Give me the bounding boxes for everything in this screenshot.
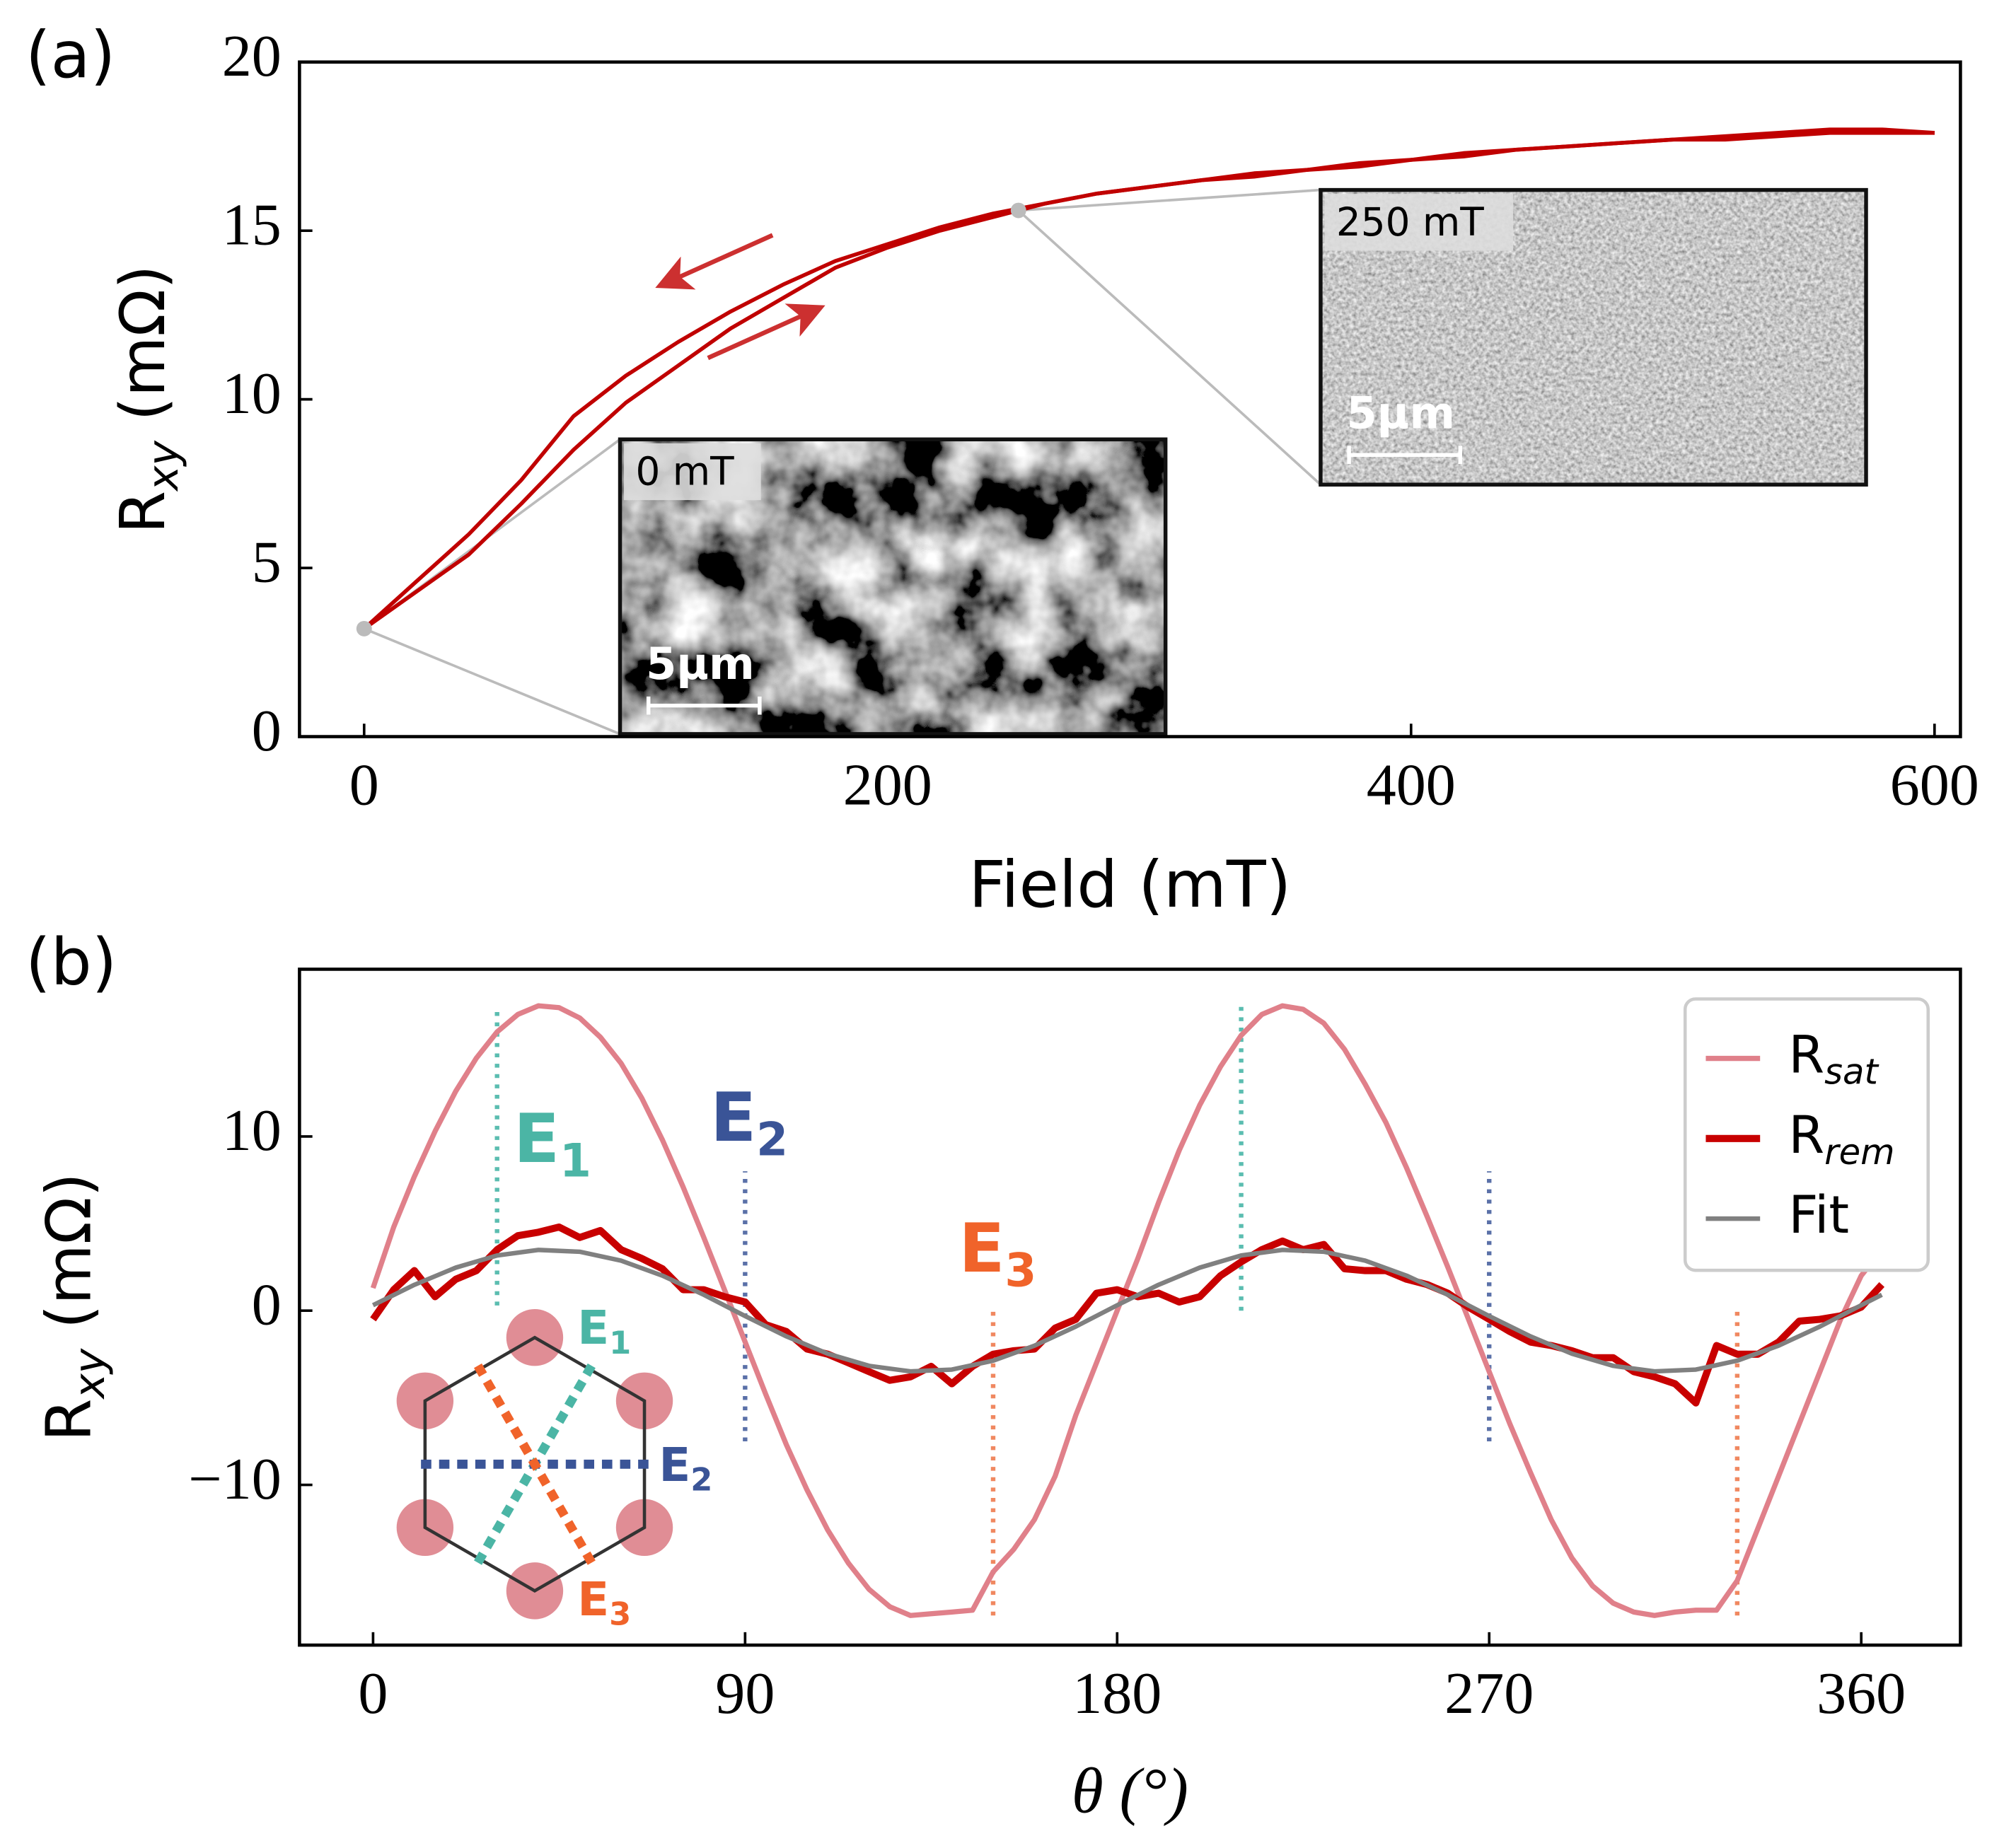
inset-label: 0 mT	[635, 449, 734, 494]
plot-frame	[298, 967, 1962, 1647]
y-tick-label: 0	[252, 698, 282, 764]
hexagon	[423, 1335, 647, 1593]
legend-box	[1683, 997, 1930, 1272]
legend-label: Rrem	[1788, 1105, 1894, 1172]
annotation: E3	[958, 1210, 1036, 1297]
x-axis-label: θ (°)	[1072, 1755, 1188, 1827]
inset-label-bg	[1324, 194, 1514, 251]
x-tick-label: 180	[1072, 1661, 1162, 1726]
highlight-point	[356, 620, 372, 637]
x-tick-label: 270	[1444, 1661, 1534, 1726]
zoom-connector	[1018, 188, 1321, 212]
panel: (b) 0 90 180 270 360 −10 0 10 θ (°) Rxy (mΩ) E1 E2 E3…	[25, 924, 1962, 1827]
inset-frame	[618, 437, 1168, 736]
zoom-connector	[1017, 209, 1322, 486]
y-tick-label: 5	[252, 529, 282, 595]
y-axis-label: Rxy (mΩ)	[33, 1173, 115, 1441]
y-tick-label: 10	[222, 361, 282, 426]
zoom-connector	[364, 627, 621, 736]
x-axis-label: Field (mT)	[968, 847, 1291, 922]
annotation: E2	[710, 1079, 788, 1166]
highlight-point	[1010, 202, 1026, 219]
x-tick-label: 600	[1890, 752, 1979, 818]
legend-label: Fit	[1788, 1185, 1849, 1245]
scale-bar	[1347, 446, 1463, 464]
y-tick-label: 0	[252, 1272, 282, 1337]
edge-label: E2	[659, 1438, 712, 1499]
x-tick-label: 400	[1367, 752, 1456, 818]
y-tick-label: 15	[222, 192, 282, 257]
panel-label: (b)	[25, 924, 117, 1000]
scale-bar-label: 5μm	[646, 638, 755, 690]
x-tick-label: 90	[715, 1661, 775, 1726]
arrows	[655, 233, 826, 361]
legend-label: Rsat	[1788, 1025, 1880, 1092]
inset-frame	[1319, 187, 1868, 487]
y-axis-label: Rxy (mΩ)	[107, 265, 188, 534]
panel: (a) 0 200 400 600 0 5 10 15 20 Field (mT) Rxy (mΩ) 0…	[25, 17, 1979, 922]
scale-bar-label: 5μm	[1346, 387, 1455, 438]
data-line	[371, 1248, 1883, 1374]
panel-label: (a)	[25, 17, 115, 93]
data-line	[370, 1003, 1884, 1618]
x-tick-label: 200	[843, 752, 932, 818]
edge-direction	[474, 1363, 596, 1565]
edge-label: E3	[577, 1572, 631, 1633]
x-tick-label: 360	[1817, 1661, 1906, 1726]
inset-label-bg	[624, 443, 761, 501]
scale-bar	[647, 696, 762, 715]
y-tick-label: −10	[188, 1446, 281, 1512]
plot-frame	[298, 60, 1962, 738]
y-tick-label: 10	[222, 1098, 282, 1163]
data-line	[362, 127, 1935, 631]
edge-label: E1	[577, 1301, 631, 1361]
annotation: E1	[514, 1100, 591, 1187]
inset-label: 250 mT	[1336, 199, 1484, 245]
x-tick-label: 0	[349, 752, 379, 818]
x-tick-label: 0	[358, 1661, 388, 1726]
y-tick-label: 20	[222, 23, 282, 89]
